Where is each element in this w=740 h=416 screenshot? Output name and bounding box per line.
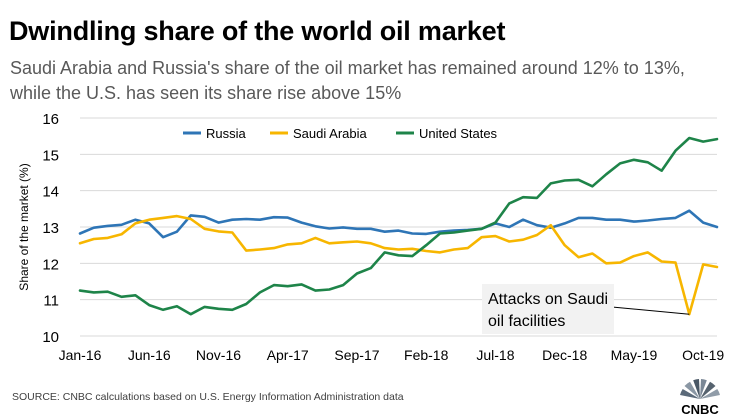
legend-label-saudi-arabia: Saudi Arabia	[293, 126, 367, 141]
y-tick-label: 14	[42, 184, 59, 201]
legend-label-united-states: United States	[419, 126, 498, 141]
series-line-saudi-arabia	[78, 214, 719, 316]
x-tick-label: Jul-18	[476, 347, 514, 363]
x-tick-label: Oct-19	[682, 347, 724, 363]
y-tick-label: 10	[42, 329, 59, 346]
x-tick-label: Dec-18	[542, 347, 587, 363]
x-tick-label: Jan-16	[59, 347, 102, 363]
source-note: SOURCE: CNBC calculations based on U.S. …	[12, 391, 404, 403]
cnbc-peacock-logo: CNBC	[680, 379, 720, 416]
series-line-united-states	[78, 136, 719, 316]
y-tick-label: 15	[42, 147, 59, 164]
annotation-text: Attacks on Saudi	[488, 291, 608, 308]
series-line-russia	[78, 209, 719, 239]
x-tick-label: Nov-16	[196, 347, 241, 363]
x-tick-label: Apr-17	[267, 347, 309, 363]
annotation-box	[482, 284, 614, 334]
x-tick-label: Jun-16	[128, 347, 171, 363]
legend-label-russia: Russia	[206, 126, 247, 141]
chart-subtitle: Saudi Arabia and Russia's share of the o…	[10, 58, 685, 103]
y-tick-label: 12	[42, 256, 59, 273]
x-tick-label: Sep-17	[334, 347, 379, 363]
annotation-leader-line	[611, 306, 690, 315]
y-tick-label: 16	[42, 111, 59, 128]
y-tick-label: 13	[42, 220, 59, 237]
x-tick-label: Feb-18	[404, 347, 449, 363]
annotation-text: oil facilities	[488, 313, 565, 330]
logo-wordmark: CNBC	[681, 402, 719, 416]
chart-title: Dwindling share of the world oil market	[9, 16, 506, 46]
y-axis-label: Share of the market (%)	[17, 163, 31, 290]
y-tick-label: 11	[43, 293, 59, 310]
peacock-feathers	[680, 379, 720, 399]
x-tick-label: May-19	[611, 347, 658, 363]
